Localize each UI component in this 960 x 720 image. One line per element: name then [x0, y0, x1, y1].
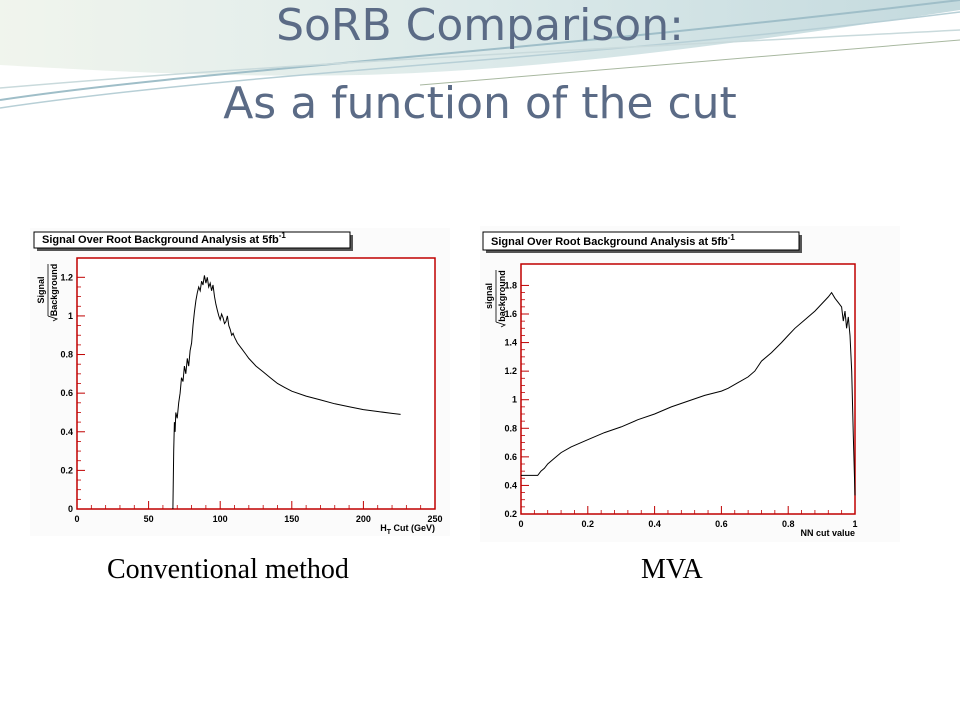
y-tick-label: 1.2 — [504, 366, 517, 376]
x-axis-label-rest: Cut (GeV) — [391, 523, 435, 533]
plot-frame — [520, 263, 856, 515]
x-tick-label: 0 — [74, 514, 79, 524]
y-tick-label: 0.4 — [504, 480, 517, 490]
chart-title-superscript: -1 — [728, 233, 736, 242]
caption-mva: MVA — [641, 554, 703, 585]
chart-title-box — [33, 231, 351, 249]
y-axis-label-bottom: Background — [49, 264, 59, 317]
y-tick-label: 0.4 — [60, 427, 73, 437]
x-tick-label: 250 — [427, 514, 442, 524]
caption-conventional: Conventional method — [107, 554, 349, 585]
x-axis-label-subscript: T — [387, 529, 392, 536]
x-axis-label: HT Cut (GeV) — [380, 523, 435, 536]
y-tick-label: 0.2 — [60, 465, 73, 475]
x-tick-label: 0.2 — [582, 519, 595, 529]
y-axis-label: signal background — [484, 270, 507, 328]
x-axis-label-main: H — [380, 523, 387, 533]
x-tick-label: 50 — [144, 514, 154, 524]
slide-title-line-2: As a function of the cut — [223, 78, 737, 129]
y-tick-label: 0.2 — [504, 509, 517, 519]
x-tick-label: 0.6 — [715, 519, 728, 529]
y-tick-label: 1.8 — [504, 280, 517, 290]
y-tick-label: 0.6 — [60, 388, 73, 398]
y-axis-label-top: signal — [484, 283, 494, 309]
x-tick-label: 200 — [356, 514, 371, 524]
x-tick-label: 0.8 — [782, 519, 795, 529]
chart-title: Signal Over Root Background Analysis at … — [42, 231, 286, 246]
y-axis-label-top: Signal — [36, 276, 46, 303]
series-line-0 — [172, 275, 401, 510]
chart-title-box — [482, 231, 800, 251]
y-axis-label-sqrt-sign — [495, 321, 507, 328]
y-axis-label-sqrt-sign — [47, 315, 59, 322]
y-tick-label: 1.2 — [60, 272, 73, 282]
chart-title: Signal Over Root Background Analysis at … — [491, 233, 735, 248]
chart-title-main: Signal Over Root Background Analysis at … — [491, 236, 728, 248]
plot-frame — [76, 257, 436, 510]
y-axis-label-bottom: background — [497, 270, 507, 322]
x-tick-label: 150 — [284, 514, 299, 524]
series-line-0 — [521, 291, 856, 496]
y-tick-label: 1 — [68, 311, 73, 321]
y-tick-label: 0.6 — [504, 452, 517, 462]
y-tick-label: 0 — [68, 504, 73, 514]
chart-conventional-method: Signal Over Root Background Analysis at … — [30, 228, 450, 536]
y-tick-label: 0.8 — [60, 350, 73, 360]
y-tick-label: 1.6 — [504, 309, 517, 319]
x-tick-label: 0.4 — [648, 519, 661, 529]
x-tick-label: 100 — [213, 514, 228, 524]
slide-title-line-1: SoRB Comparison: — [276, 0, 684, 51]
x-tick-label: 0 — [518, 519, 523, 529]
y-tick-label: 1.4 — [504, 338, 517, 348]
chart-mva: Signal Over Root Background Analysis at … — [480, 226, 900, 542]
y-tick-label: 1 — [512, 395, 517, 405]
x-axis-label: NN cut value — [800, 528, 855, 538]
x-tick-label: 1 — [852, 519, 857, 529]
chart-title-main: Signal Over Root Background Analysis at … — [42, 234, 279, 246]
y-axis-label: Signal Background — [36, 264, 59, 322]
header-swoosh-decoration — [0, 0, 960, 109]
chart-title-superscript: -1 — [279, 231, 287, 240]
y-tick-label: 0.8 — [504, 423, 517, 433]
